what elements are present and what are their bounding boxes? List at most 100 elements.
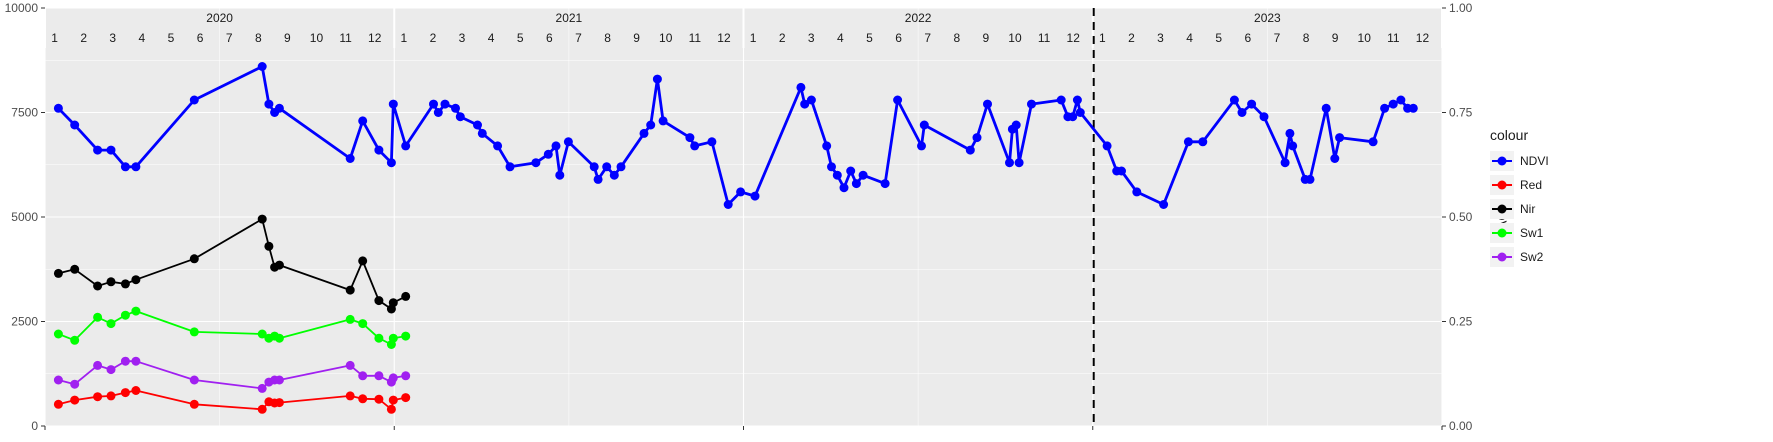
data-point-red [358, 394, 368, 404]
month-label: 8 [953, 31, 960, 45]
month-label: 9 [284, 31, 291, 45]
data-point-ndvi [440, 99, 450, 109]
data-point-sw1 [70, 335, 80, 345]
data-point-ndvi [593, 174, 603, 184]
data-point-ndvi [846, 166, 856, 176]
month-label: 11 [689, 31, 702, 45]
data-point-ndvi [616, 162, 626, 172]
data-point-nir [401, 291, 411, 301]
data-point-sw2 [53, 375, 63, 385]
data-point-ndvi [531, 158, 541, 168]
data-point-ndvi [264, 99, 274, 109]
legend-key-point [1497, 252, 1507, 262]
data-point-ndvi [358, 116, 368, 126]
data-point-ndvi [477, 128, 487, 138]
month-label: 8 [1303, 31, 1310, 45]
data-point-nir [189, 254, 199, 264]
month-label: 2 [430, 31, 437, 45]
data-point-ndvi [832, 170, 842, 180]
data-point-red [386, 404, 396, 414]
month-label: 9 [1332, 31, 1339, 45]
month-label: 1 [1099, 31, 1106, 45]
data-point-ndvi [189, 95, 199, 105]
data-point-ndvi [1005, 158, 1014, 168]
data-point-ndvi [70, 120, 80, 130]
data-point-ndvi [120, 162, 130, 172]
data-point-ndvi [983, 99, 992, 109]
data-point-ndvi [965, 145, 975, 155]
data-point-ndvi [1305, 174, 1315, 184]
month-label: 2 [1128, 31, 1135, 45]
month-label: 12 [368, 31, 382, 45]
data-point-ndvi [1159, 200, 1169, 209]
data-point-red [345, 391, 355, 401]
data-point-sw1 [120, 310, 130, 320]
legend-label: Sw1 [1520, 226, 1544, 240]
data-point-ndvi [1056, 95, 1066, 105]
y-left-tick-label: 0 [31, 419, 38, 433]
month-label: 7 [575, 31, 582, 45]
legend-label: Red [1520, 178, 1542, 192]
data-point-ndvi [917, 141, 926, 151]
data-point-ndvi [589, 162, 599, 172]
data-point-ndvi [827, 162, 836, 172]
data-point-red [257, 404, 267, 414]
data-point-ndvi [131, 162, 141, 172]
month-label: 10 [1358, 31, 1372, 45]
data-point-nir [131, 275, 141, 285]
data-point-sw1 [106, 319, 116, 329]
month-label: 1 [750, 31, 757, 45]
data-point-red [70, 395, 80, 405]
data-point-ndvi [1288, 141, 1298, 151]
month-label: 10 [1008, 31, 1022, 45]
legend-label: Sw2 [1520, 250, 1544, 264]
data-point-nir [388, 298, 398, 308]
data-point-nir [274, 260, 284, 270]
data-point-ndvi [658, 116, 668, 126]
month-label: 1 [51, 31, 58, 45]
data-point-sw2 [70, 379, 80, 389]
month-label: 1 [400, 31, 407, 45]
data-point-sw1 [131, 306, 141, 316]
data-point-sw2 [106, 365, 116, 375]
month-label: 12 [1067, 31, 1081, 45]
data-point-nir [257, 214, 267, 224]
data-point-ndvi [1321, 103, 1331, 113]
year-label: 2022 [905, 11, 932, 25]
year-label: 2023 [1254, 11, 1281, 25]
data-point-ndvi [551, 141, 561, 151]
month-label: 12 [1416, 31, 1430, 45]
data-point-sw2 [274, 375, 284, 385]
data-point-ndvi [451, 103, 460, 113]
y-left-tick-label: 5000 [11, 210, 38, 224]
data-point-ndvi [386, 158, 396, 168]
data-point-ndvi [1247, 99, 1257, 109]
data-point-sw2 [345, 360, 355, 370]
data-point-ndvi [1027, 99, 1036, 109]
data-point-red [374, 394, 384, 404]
data-point-ndvi [851, 179, 861, 189]
data-point-sw2 [120, 356, 130, 366]
data-point-red [274, 398, 284, 408]
data-point-sw2 [257, 383, 267, 393]
month-label: 4 [1186, 31, 1193, 45]
data-point-sw2 [358, 371, 368, 381]
month-label: 2 [80, 31, 87, 45]
month-label: 11 [339, 31, 352, 45]
data-point-ndvi [1117, 166, 1126, 176]
grid-lines [44, 7, 1443, 427]
month-label: 9 [983, 31, 990, 45]
y-right-tick-label: 1.00 [1449, 1, 1473, 15]
month-label: 9 [633, 31, 640, 45]
legend-label: NDVI [1520, 154, 1549, 168]
data-point-sw1 [374, 333, 384, 343]
data-point-ndvi [1068, 112, 1078, 122]
data-point-ndvi [880, 179, 890, 189]
y-right-tick-label: 0.25 [1449, 315, 1473, 329]
data-point-ndvi [685, 133, 695, 143]
data-point-ndvi [707, 137, 717, 147]
data-point-sw2 [189, 375, 199, 385]
data-point-ndvi [1380, 103, 1390, 113]
y-left-tick-label: 2500 [11, 315, 38, 329]
data-point-sw1 [257, 329, 267, 339]
